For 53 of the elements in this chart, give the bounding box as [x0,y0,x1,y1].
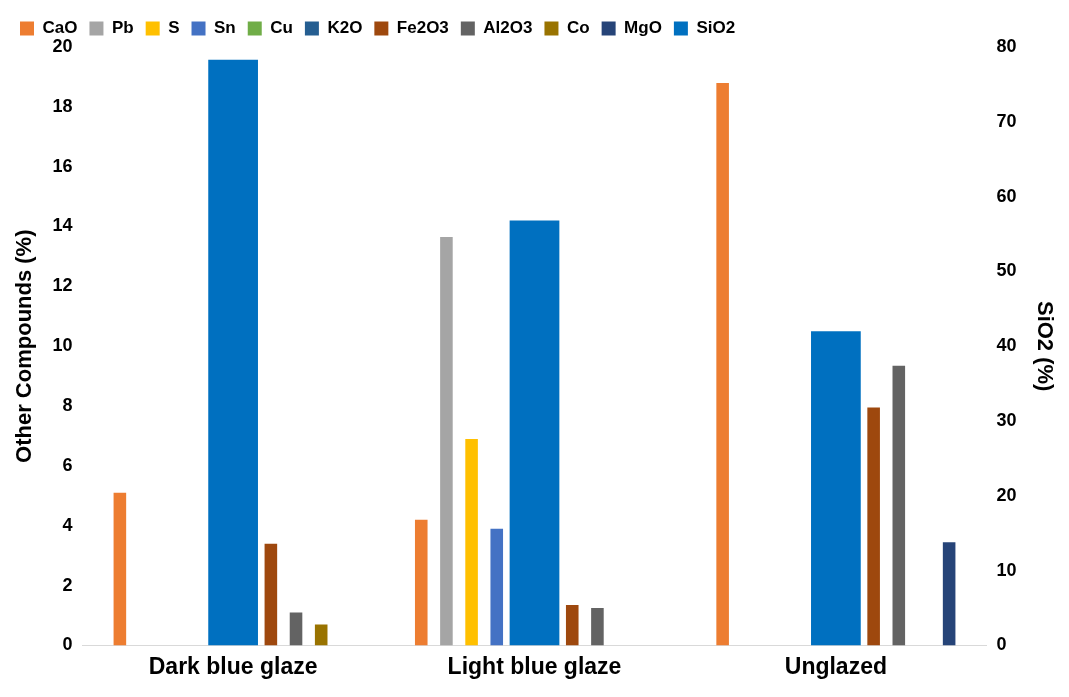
legend-label: Pb [111,18,134,38]
legend-label: Al2O3 [483,18,533,38]
y-tick-label: 12 [52,275,73,296]
bar [509,220,560,646]
bar [208,59,258,646]
bar [414,519,428,646]
y2-tick-label: 40 [996,335,1017,356]
y2-tick-label: 0 [996,634,1007,655]
y-tick-label: 2 [62,574,73,595]
bar [942,542,956,646]
y2-axis-title: SiO2 (%) [1032,300,1058,392]
bar [113,492,127,646]
y-tick-label: 18 [52,95,73,116]
y2-tick-label: 30 [996,409,1017,430]
legend-label: S [168,18,180,38]
bar [892,365,906,646]
x-tick-label: Unglazed [784,652,887,679]
bar [716,82,729,646]
bar [867,407,880,646]
y2-tick-label: 80 [996,35,1017,56]
bar [314,624,328,646]
bar [465,438,478,646]
legend-label: CaO [42,18,78,38]
y2-tick-label: 10 [996,559,1017,580]
x-tick-label: Dark blue glaze [148,652,318,679]
bar [264,543,278,646]
y-tick-label: 14 [52,215,73,236]
y-tick-label: 8 [62,395,73,416]
y-axis-title: Other Compounds (%) [11,229,37,463]
y2-tick-label: 20 [996,484,1017,505]
y2-tick-label: 70 [996,110,1017,131]
x-tick-label: Light blue glaze [447,652,622,679]
bar [289,612,303,646]
y-tick-label: 6 [62,454,73,475]
y2-tick-label: 60 [996,185,1017,206]
bar [565,605,579,646]
bar [591,608,604,646]
legend-label: MgO [624,18,662,38]
y-tick-label: 20 [52,35,73,56]
legend-label: Co [566,18,590,38]
bar [440,236,453,646]
bar [811,331,861,646]
y-tick-label: 4 [62,514,73,535]
legend-label: Fe2O3 [396,18,449,38]
legend-label: K2O [327,18,363,38]
legend-label: Sn [214,18,236,38]
y-tick-label: 10 [52,335,73,356]
legend-label: SiO2 [696,18,736,38]
y-tick-label: 16 [52,155,73,176]
bar [490,528,504,646]
y2-tick-label: 50 [996,260,1017,281]
legend-label: Cu [270,18,293,38]
y-tick-label: 0 [62,634,73,655]
